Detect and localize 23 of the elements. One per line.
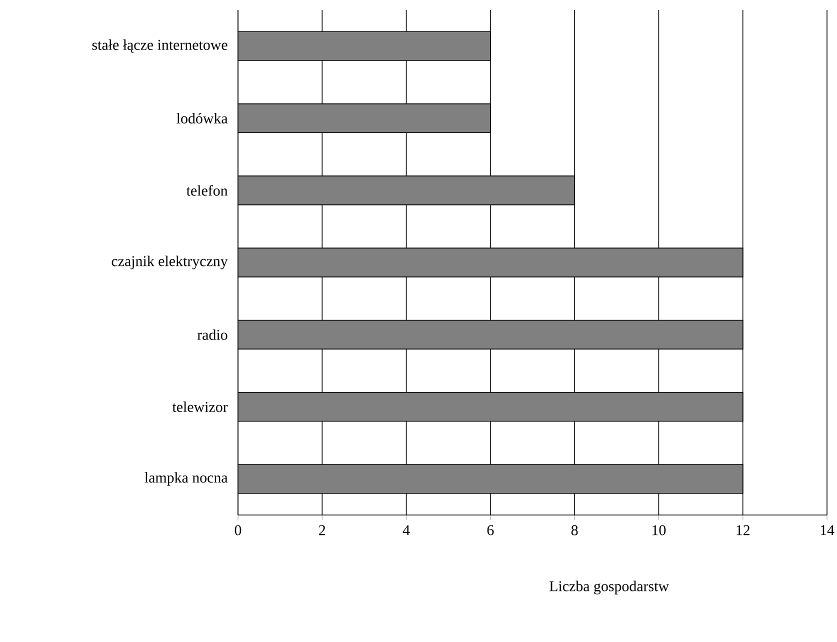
x-axis-title: Liczba gospodarstw xyxy=(550,580,669,594)
x-tick-label: 6 xyxy=(487,525,494,536)
bar xyxy=(238,176,575,206)
x-tick-label: 10 xyxy=(652,525,666,536)
y-tick-label: lodówka xyxy=(176,112,228,124)
bar xyxy=(238,31,491,61)
bar xyxy=(238,464,744,494)
x-tick-label: 12 xyxy=(736,525,750,536)
y-tick-label: telefon xyxy=(186,185,228,196)
x-tick-label: 2 xyxy=(319,525,326,536)
x-tick-label: 0 xyxy=(234,525,242,536)
bar xyxy=(238,392,744,422)
x-tick-label: 4 xyxy=(402,525,410,536)
y-tick-label: radio xyxy=(197,329,228,340)
bar xyxy=(238,103,491,134)
y-tick-label: lampka nocna xyxy=(144,472,228,486)
bar xyxy=(238,248,744,278)
y-tick-label: telewizor xyxy=(172,402,228,412)
y-tick-label: czajnik elektryczny xyxy=(112,256,228,270)
bar xyxy=(238,320,744,350)
y-tick-label: stałe łącze internetowe xyxy=(92,39,228,53)
x-tick-label: 8 xyxy=(571,525,578,536)
x-tick-label: 14 xyxy=(820,525,834,536)
